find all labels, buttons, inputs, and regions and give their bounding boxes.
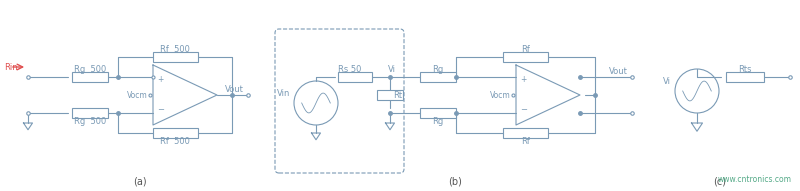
Bar	[153, 128, 198, 138]
Bar	[420, 72, 456, 82]
Text: −: −	[157, 105, 164, 114]
Text: Rts: Rts	[738, 65, 752, 74]
Text: Vocm: Vocm	[490, 91, 511, 100]
Bar	[726, 72, 764, 82]
Text: Rf  500: Rf 500	[160, 137, 190, 146]
Bar	[72, 72, 108, 82]
Text: −: −	[520, 105, 527, 114]
Text: Rs 50: Rs 50	[338, 65, 362, 74]
Text: Vout: Vout	[609, 66, 627, 75]
Text: (b): (b)	[448, 176, 462, 186]
Bar	[420, 108, 456, 118]
Bar	[153, 52, 198, 62]
Text: Rg  500: Rg 500	[74, 117, 106, 125]
Text: Vout: Vout	[225, 84, 243, 94]
Text: Rg  500: Rg 500	[74, 65, 106, 74]
Text: Vi: Vi	[663, 77, 671, 86]
Bar	[377, 90, 403, 100]
Text: Vin: Vin	[277, 88, 290, 97]
Bar	[338, 72, 372, 82]
Text: Rf: Rf	[521, 45, 530, 53]
Text: Rg: Rg	[432, 65, 444, 74]
Text: Rt: Rt	[394, 91, 402, 100]
Text: Vocm: Vocm	[127, 91, 148, 100]
Text: +: +	[520, 75, 526, 84]
Text: Rf: Rf	[521, 137, 530, 146]
Text: Rg: Rg	[432, 117, 444, 125]
Text: www.cntronics.com: www.cntronics.com	[718, 175, 792, 184]
Bar	[503, 52, 548, 62]
Text: Rin: Rin	[4, 62, 18, 71]
Text: (c): (c)	[714, 176, 726, 186]
Bar	[72, 108, 108, 118]
Text: +: +	[157, 75, 163, 84]
Text: Rf  500: Rf 500	[160, 45, 190, 53]
Text: Vi: Vi	[388, 66, 396, 74]
Bar	[503, 128, 548, 138]
Text: (a): (a)	[133, 176, 147, 186]
